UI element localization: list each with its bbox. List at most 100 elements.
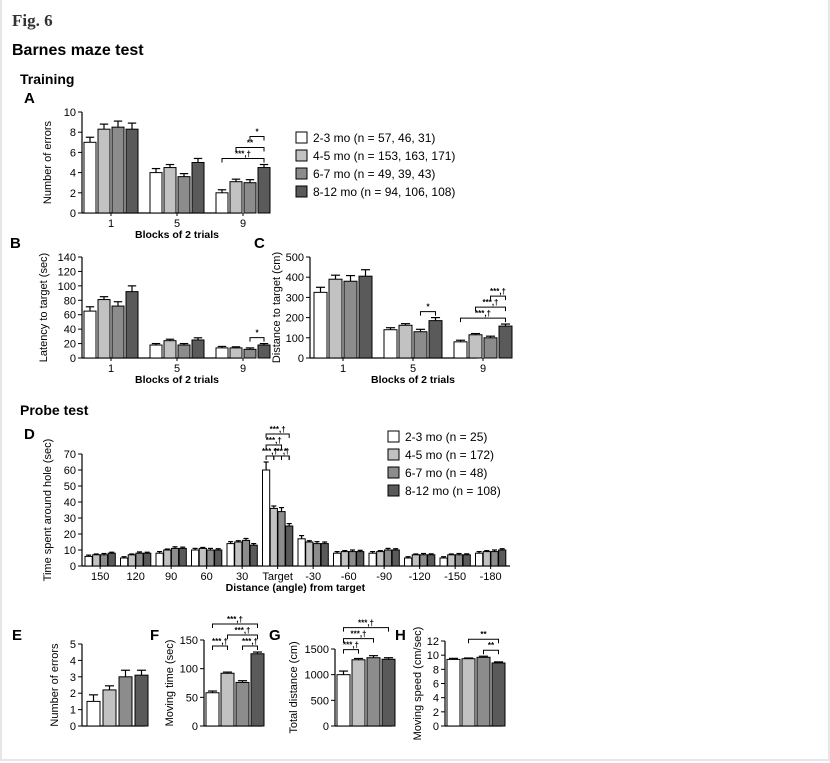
x-tick-label: 5 [174,218,180,230]
y-tick-label: 140 [58,252,76,264]
y-tick-label: 120 [58,266,76,278]
bar [419,554,428,567]
significance-label: * [255,329,259,338]
y-tick-label: 100 [180,664,198,676]
significance-bracket [343,638,374,643]
figure-label: Fig. 6 [12,11,53,30]
panel-a: A 0 2 4 6 8 10 Number of errors 1 5 9 Blocks of 2 t… [24,90,271,241]
significance-bracket [460,317,506,323]
bar [226,543,235,567]
bar [498,325,513,359]
x-tick-label: -90 [376,571,392,583]
bar [111,126,125,214]
legend-swatch [295,149,308,162]
y-tick-label: 0 [70,721,76,733]
legend-swatch [295,131,308,144]
bar [83,141,97,214]
significance-label: * [255,128,259,137]
y-tick-label: 3 [70,672,76,684]
panel-label: C [254,235,265,252]
training-section-label: Training [20,71,75,87]
bar [340,551,349,567]
y-tick-label: 1000 [305,670,329,682]
bar [198,547,207,567]
significance-label: ***,† [475,309,491,318]
bar [86,700,101,727]
bar [343,280,358,359]
bar [428,320,443,359]
y-tick-label: 40 [64,497,76,509]
significance-bracket [475,306,506,312]
significance-label: ***,† [234,626,250,635]
bar [102,689,117,727]
bar [97,128,111,214]
bar [107,552,116,567]
y-tick-label: 10 [64,107,76,119]
y-tick-label: 10 [64,545,76,557]
panel-label: F [150,627,159,644]
legend-swatch [295,167,308,180]
legend-entry: 6-7 mo (n = 48) [405,466,487,480]
y-tick-label: 20 [64,529,76,541]
training-legend: 2-3 mo (n = 57, 46, 31) 4-5 mo (n = 153, … [295,131,455,199]
y-tick-label: 60 [64,310,76,322]
significance-label: ***,† [273,447,289,456]
significance-bracket [420,311,436,316]
y-tick-label: 30 [64,513,76,525]
bar [191,339,205,359]
x-tick-label: 1 [340,363,346,375]
significance-bracket [221,158,265,163]
significance-label: * [426,303,430,312]
y-tick-label: 0 [70,208,76,220]
bar [269,507,278,567]
bar [99,554,109,567]
x-tick-label: 30 [236,571,248,583]
y-axis-label: Moving speed (cm/sec) [412,627,424,741]
bar [439,557,448,567]
bar [135,552,144,567]
bar [413,331,428,359]
significance-bracket [343,627,389,632]
panel-b: B 0 20 40 60 80 100 120 140 Latency to target (se… [10,235,271,386]
probe-section-label: Probe test [20,402,89,418]
bar [149,172,163,214]
y-tick-label: 40 [64,324,76,336]
panel-label: B [10,235,21,252]
x-tick-label: -180 [480,571,502,583]
x-tick-label: 150 [91,571,109,583]
y-tick-label: 4 [70,168,76,180]
y-tick-label: 6 [70,147,76,159]
x-axis-label: Blocks of 2 trials [135,374,219,386]
bar [243,182,257,214]
significance-bracket [227,634,258,640]
legend-swatch [387,448,400,461]
bar [234,541,243,567]
significance-label: ** [247,139,254,148]
significance-bracket [483,649,499,655]
y-tick-label: 2 [433,707,439,719]
bar [381,658,396,727]
bar [358,275,373,359]
y-tick-label: 500 [311,695,329,707]
x-tick-label: -150 [444,571,466,583]
bar [257,344,271,359]
panel-f: F 0 50 100 150 Moving time (sec) ***,† ***,† ***… [150,615,265,733]
bar [170,547,180,567]
bar [229,347,243,359]
significance-label: ***,† [266,436,282,445]
y-tick-label: 50 [64,481,76,493]
y-axis-label: Moving time (sec) [164,640,176,727]
significance-label: ** [480,630,487,639]
y-axis-label: Distance to target (cm) [271,252,283,363]
significance-bracket [249,337,265,342]
x-tick-label: 9 [240,363,246,375]
bar [83,310,97,359]
y-axis-label: Number of errors [49,643,61,727]
y-tick-label: 2 [70,188,76,200]
legend-swatch [387,484,400,497]
x-tick-label: 5 [174,363,180,375]
x-tick-label: Target [262,571,293,583]
x-axis-label: Distance (angle) from target [226,582,366,594]
